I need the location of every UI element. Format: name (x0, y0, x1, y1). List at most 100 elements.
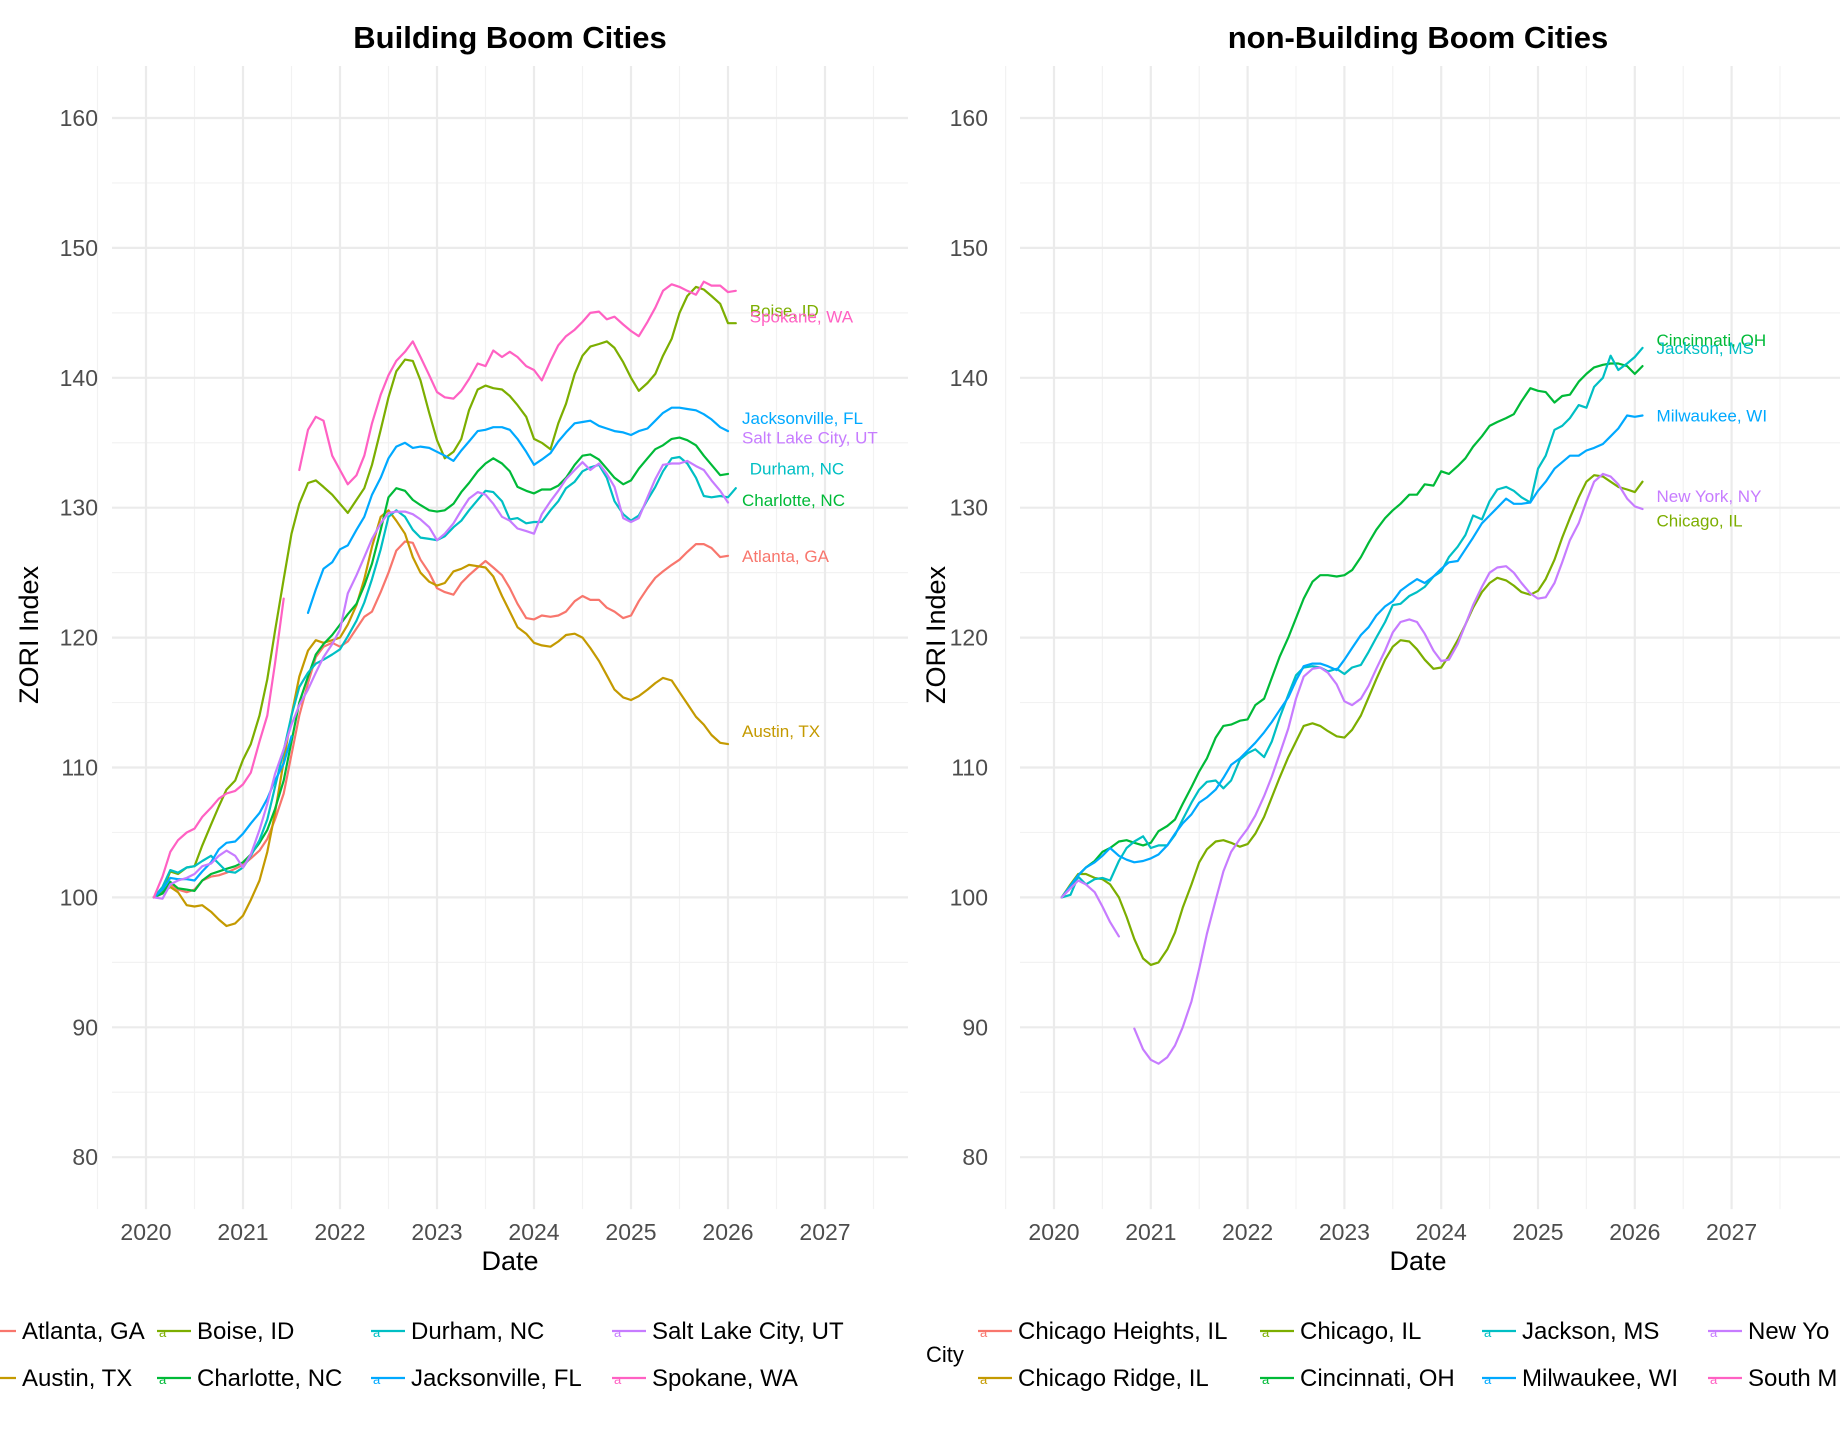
series-line-new-york-ny (1133, 472, 1644, 1065)
series-line-austin-tx (152, 509, 730, 928)
x-tick-label: 2022 (1222, 1219, 1273, 1245)
series-salt-lake-city-ut: Salt Lake City, UT (152, 429, 878, 900)
series-line-atlanta-ga (152, 540, 730, 899)
legend-item-jackson-ms: a Jackson, MS (1482, 1318, 1659, 1345)
series-line-chicago-il (1060, 474, 1644, 966)
y-tick-label: 120 (60, 625, 98, 651)
series-durham-nc: Durham, NC (152, 455, 844, 899)
series-cincinnati-oh: Cincinnati, OH (1060, 331, 1767, 899)
legend-item-cincinnati-oh: a Cincinnati, OH (1260, 1365, 1455, 1392)
y-tick-label: 130 (950, 495, 988, 521)
legend-label: Salt Lake City, UT (652, 1318, 844, 1345)
y-tick-label: 100 (950, 884, 988, 910)
legend-item-charlotte-nc: a Charlotte, NC (157, 1365, 342, 1392)
legend-label: New Yo (1748, 1318, 1829, 1345)
x-tick-label: 2024 (508, 1219, 559, 1245)
series-boise-id: Boise, ID (152, 285, 819, 899)
end-label-atlanta-ga: Atlanta, GA (742, 547, 830, 566)
legend-label: Spokane, WA (652, 1365, 798, 1392)
series-line-spokane-wa (152, 597, 285, 899)
legend-item-new-yo: a New Yo (1708, 1318, 1829, 1345)
x-tick-label: 2025 (605, 1219, 656, 1245)
legend-label: Charlotte, NC (197, 1365, 342, 1392)
legend-key-glyph: a (980, 1325, 988, 1340)
legend-item-jacksonville-fl: a Jacksonville, FL (371, 1365, 582, 1392)
series-line-spokane-wa (298, 280, 737, 486)
end-label-spokane-wa: Spokane, WA (750, 308, 854, 327)
legend-label: Jackson, MS (1522, 1318, 1659, 1345)
series-milwaukee-wi: Milwaukee, WI (1060, 406, 1767, 899)
legend-key-glyph: a (373, 1372, 381, 1387)
x-tick-label: 2023 (411, 1219, 462, 1245)
legend-item-spokane-wa: a Spokane, WA (612, 1365, 798, 1392)
legend-key-glyph: a (159, 1372, 167, 1387)
x-tick-label: 2023 (1319, 1219, 1370, 1245)
y-tick-label: 150 (950, 235, 988, 261)
end-label-new-york-ny: New York, NY (1657, 487, 1762, 506)
legend-key-glyph: a (1262, 1325, 1270, 1340)
y-tick-label: 110 (951, 755, 988, 781)
legend-label: South M (1748, 1365, 1837, 1392)
legend-key-glyph: a (614, 1372, 622, 1387)
end-label-durham-nc: Durham, NC (750, 460, 844, 479)
end-label-boise-id: Boise, ID (750, 301, 819, 320)
y-axis-label: ZORI Index (14, 565, 44, 704)
legend-item-boise-id: a Boise, ID (157, 1318, 294, 1345)
series-spokane-wa: Spokane, WA (152, 280, 854, 899)
legend-item-salt-lake-city-ut: a Salt Lake City, UT (612, 1318, 844, 1345)
series-line-new-york-ny (1060, 879, 1120, 938)
y-tick-label: 110 (61, 755, 98, 781)
x-tick-label: 2021 (1125, 1219, 1176, 1245)
legend-key-glyph: a (373, 1325, 381, 1340)
legend-label: Atlanta, GA (22, 1318, 145, 1345)
series-line-salt-lake-city-ut (152, 459, 730, 900)
y-tick-label: 90 (962, 1014, 988, 1040)
legend-key-glyph: a (614, 1325, 622, 1340)
series-line-charlotte-nc (152, 436, 730, 899)
x-tick-label: 2021 (217, 1219, 268, 1245)
legend-item-atlanta-ga: aAtlanta, GA (0, 1318, 145, 1345)
y-tick-label: 160 (60, 105, 98, 131)
y-axis-label: ZORI Index (921, 565, 951, 704)
legend-item-chicago-ridge-il: a Chicago Ridge, IL (978, 1365, 1209, 1392)
legend-label: Jacksonville, FL (411, 1365, 582, 1392)
y-tick-label: 140 (60, 365, 98, 391)
y-tick-label: 100 (60, 884, 98, 910)
panel-non-building-boom-cities: 80 90 100 110 120 130 140 150 160 2020 2021 2022 202… (921, 20, 1840, 1276)
legend-key-glyph: a (159, 1325, 167, 1340)
y-tick-label: 160 (950, 105, 988, 131)
panel-building-boom-cities: 80 90 100 110 120 130 140 150 160 2020 2021 2022 202… (14, 20, 908, 1276)
end-label-salt-lake-city-ut: Salt Lake City, UT (742, 429, 878, 448)
x-tick-label: 2022 (314, 1219, 365, 1245)
x-tick-label: 2020 (120, 1219, 171, 1245)
legend-label: Boise, ID (197, 1318, 294, 1345)
x-tick-label: 2027 (799, 1219, 850, 1245)
end-label-jackson-ms: Jackson, MS (1657, 339, 1754, 358)
legend-label: Cincinnati, OH (1300, 1365, 1455, 1392)
x-axis-label: Date (481, 1246, 538, 1276)
legend-label: Chicago, IL (1300, 1318, 1421, 1345)
series-line-jacksonville-fl (306, 406, 730, 614)
x-tick-label: 2026 (1609, 1219, 1660, 1245)
series-austin-tx: Austin, TX (152, 509, 820, 928)
legend-key-glyph: a (980, 1372, 988, 1387)
series-chicago-il: Chicago, IL (1060, 474, 1743, 966)
legend-key-glyph: a (1262, 1372, 1270, 1387)
legend-item-chicago-il: a Chicago, IL (1260, 1318, 1421, 1345)
legend-key-glyph: a (1710, 1372, 1718, 1387)
end-label-austin-tx: Austin, TX (742, 722, 820, 741)
legend-title: City (926, 1342, 964, 1367)
chart-title: Building Boom Cities (353, 20, 666, 55)
series-line-durham-nc (152, 455, 737, 899)
end-label-chicago-il: Chicago, IL (1657, 512, 1743, 531)
legend-label: Chicago Heights, IL (1018, 1318, 1227, 1345)
end-label-cincinnati-oh: Cincinnati, OH (1657, 331, 1767, 350)
legend-item-austin-tx: aAustin, TX (0, 1365, 132, 1392)
legend-label: Austin, TX (22, 1365, 132, 1392)
end-label-charlotte-nc: Charlotte, NC (742, 491, 845, 510)
y-tick-label: 130 (60, 495, 98, 521)
series-line-jackson-ms (1060, 346, 1644, 899)
series-jackson-ms: Jackson, MS (1060, 339, 1754, 899)
y-tick-label: 150 (60, 235, 98, 261)
